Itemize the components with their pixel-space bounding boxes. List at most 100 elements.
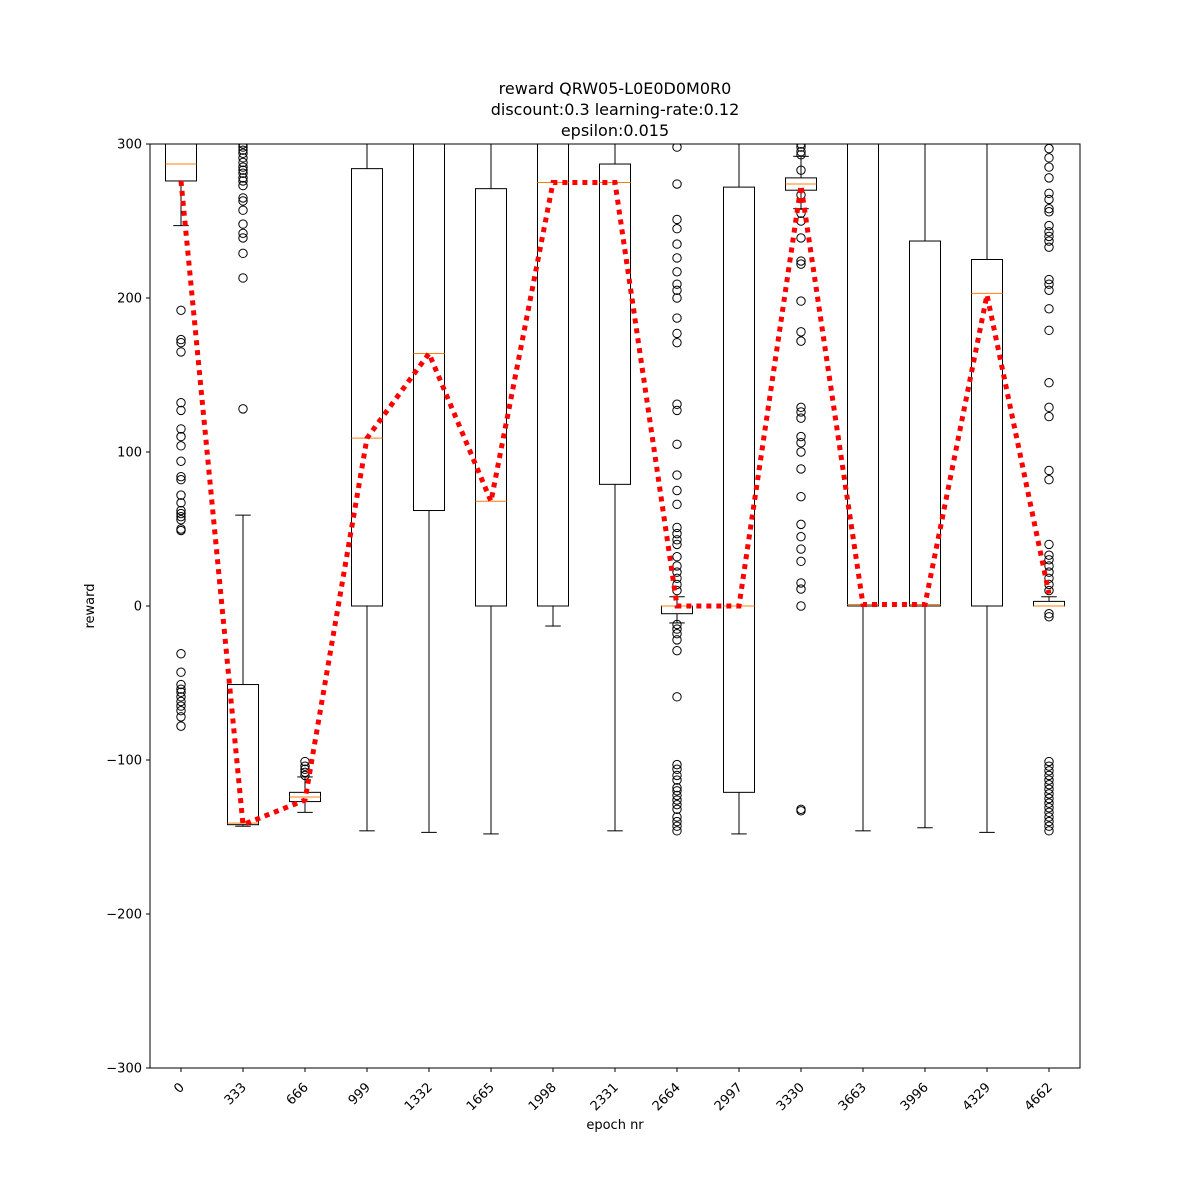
outlier-point — [1044, 812, 1054, 822]
outlier-point — [672, 795, 682, 805]
x-tick-label: 2331 — [588, 1080, 622, 1114]
outlier-point — [672, 539, 682, 550]
outlier-point — [1044, 475, 1054, 485]
outlier-point — [1044, 770, 1054, 781]
outlier-point — [1044, 807, 1054, 818]
outlier-point — [176, 405, 186, 416]
outlier-point — [796, 259, 806, 269]
outlier-point — [238, 196, 248, 206]
mean-line — [178, 180, 1052, 829]
outlier-point — [1044, 304, 1054, 314]
outlier-point — [796, 519, 806, 530]
outlier-point — [672, 337, 682, 348]
y-tick-label: 300 — [117, 138, 142, 153]
outlier-point — [1044, 144, 1054, 154]
x-tick-label: 3996 — [898, 1080, 932, 1114]
outlier-point — [176, 424, 186, 434]
box-body — [723, 186, 755, 793]
outlier-point — [176, 687, 186, 697]
outlier-point — [672, 624, 682, 634]
outlier-point — [238, 168, 248, 178]
outlier-point — [176, 471, 186, 482]
outlier-point — [796, 806, 806, 816]
outlier-point — [672, 619, 682, 630]
outlier-point — [672, 759, 682, 770]
outlier-point — [238, 153, 248, 163]
outlier-point — [672, 528, 682, 539]
outlier-point — [238, 404, 248, 414]
outlier-point — [1044, 207, 1054, 217]
outlier-point — [238, 176, 248, 186]
outlier-point — [796, 447, 806, 457]
outlier-point — [796, 413, 806, 423]
outlier-point — [238, 180, 248, 191]
outlier-point — [176, 649, 186, 659]
outlier-point — [238, 233, 248, 243]
outlier-point — [672, 645, 682, 656]
box-body — [909, 240, 941, 607]
outlier-point — [1044, 378, 1054, 388]
outlier-point — [238, 145, 248, 155]
outlier-point — [796, 256, 806, 266]
box-3663 — [847, 144, 879, 832]
outlier-point — [1044, 826, 1054, 836]
outlier-point — [1044, 761, 1054, 771]
outlier-point — [1044, 821, 1054, 831]
box-333 — [227, 144, 259, 827]
outlier-point — [1044, 585, 1054, 596]
outlier-point — [672, 399, 682, 409]
outlier-point — [176, 337, 186, 348]
outlier-point — [796, 165, 806, 175]
outlier-point — [1044, 153, 1054, 163]
y-tick-label: −100 — [106, 754, 142, 769]
outlier-point — [238, 228, 248, 239]
outlier-point — [176, 706, 186, 716]
outlier-point — [1044, 779, 1054, 790]
y-tick-label: −300 — [106, 1062, 142, 1077]
outlier-point — [672, 799, 682, 810]
outlier-point — [1044, 561, 1054, 571]
outlier-point — [1044, 555, 1054, 565]
outlier-point — [672, 224, 682, 234]
outlier-point — [672, 499, 682, 510]
x-tick-label: 666 — [284, 1080, 312, 1108]
outlier-point — [176, 701, 186, 711]
x-tick-label: 1998 — [526, 1080, 560, 1114]
outlier-point — [796, 556, 806, 567]
outlier-point — [238, 157, 248, 168]
outlier-point — [796, 336, 806, 346]
outlier-point — [672, 816, 682, 827]
outlier-point — [1044, 803, 1054, 813]
box-1998 — [537, 144, 569, 627]
x-tick-label: 4662 — [1022, 1080, 1056, 1114]
outlier-point — [672, 470, 682, 480]
outlier-point — [1044, 285, 1054, 295]
box-4662 — [1033, 144, 1065, 836]
outlier-point — [238, 173, 248, 183]
outlier-point — [796, 601, 806, 611]
outlier-point — [1044, 188, 1054, 198]
outlier-point — [176, 505, 186, 516]
outlier-point — [176, 498, 186, 508]
y-axis: −300 −200 −100 0 100 200 300 — [106, 138, 150, 1077]
outlier-point — [672, 535, 682, 545]
outlier-point — [1044, 793, 1054, 804]
outlier-point — [796, 150, 806, 160]
outlier-point — [796, 327, 806, 337]
outlier-point — [672, 285, 682, 295]
outlier-point — [176, 721, 186, 731]
outlier-point — [176, 431, 186, 442]
outlier-point — [796, 407, 806, 417]
outlier-point — [176, 490, 186, 500]
outlier-point — [1044, 227, 1054, 237]
outlier-point — [176, 696, 186, 707]
outlier-point — [176, 667, 186, 677]
y-tick-label: 0 — [134, 600, 142, 615]
outlier-point — [1044, 242, 1054, 252]
outlier-point — [176, 475, 186, 485]
outlier-point — [672, 567, 682, 577]
outlier-point — [1044, 789, 1054, 799]
x-tick-label: 0 — [171, 1080, 187, 1096]
outlier-point — [796, 431, 806, 442]
box-body — [413, 144, 445, 512]
